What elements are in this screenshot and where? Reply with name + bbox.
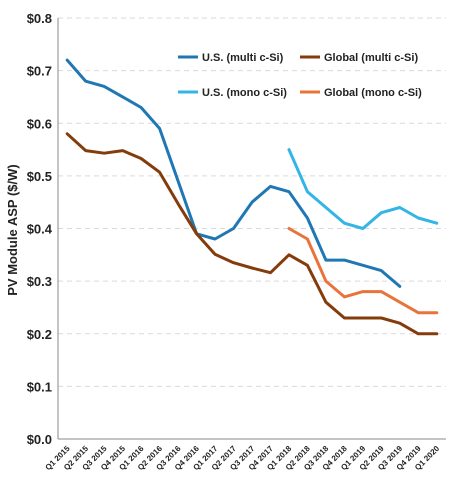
legend-entry: U.S. (mono c-Si) [202, 87, 287, 99]
series-line-1 [65, 58, 402, 288]
series-line-3 [287, 148, 439, 230]
legend-entry: U.S. (multi c-Si) [202, 52, 284, 64]
legend-entry: Global (mono c-Si) [324, 87, 422, 99]
y-tick-label: $0.2 [27, 327, 52, 342]
legend: U.S. (multi c-Si) Global (multi c-Si) U.S.… [178, 52, 422, 99]
gridlines [58, 17, 446, 387]
legend-entry: Global (multi c-Si) [324, 52, 418, 64]
y-tick-label: $0.1 [27, 379, 52, 394]
y-tick-label: $0.7 [27, 64, 52, 79]
y-tick-label: $0.0 [27, 432, 52, 447]
y-tick-label: $0.4 [27, 222, 53, 237]
y-tick-label: $0.3 [27, 274, 52, 289]
axes [57, 18, 446, 440]
series-lines [65, 58, 439, 336]
series-line-2 [65, 132, 439, 336]
y-tick-label: $0.5 [27, 169, 52, 184]
series-line-4 [287, 227, 439, 315]
y-tick-label: $0.8 [27, 11, 52, 26]
y-tick-label: $0.6 [27, 116, 52, 131]
y-tick-labels: $0.0 $0.1 $0.2 $0.3 $0.4 $0.5 $0.6 $0.7 $0.8 [27, 11, 53, 447]
y-axis-label: PV Module ASP ($/W) [5, 164, 20, 295]
